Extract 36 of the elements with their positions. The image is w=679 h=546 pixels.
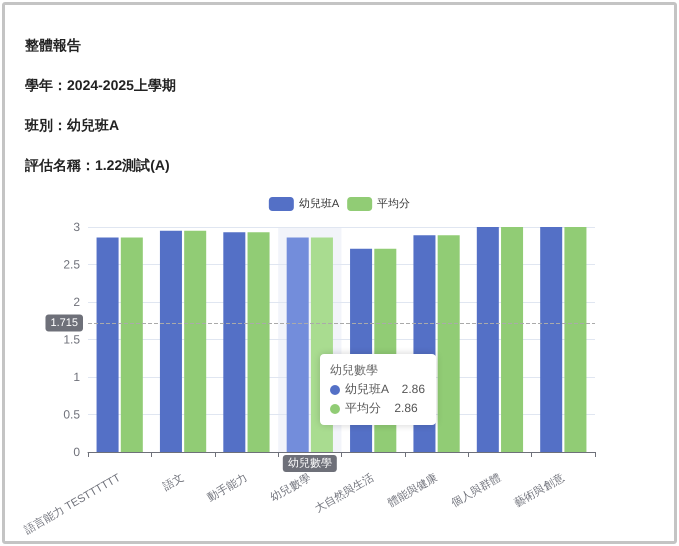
text: 班別：幼兒班A — [25, 116, 120, 135]
band-label: 幼兒數學 — [288, 456, 332, 470]
y-tick-label: 3 — [73, 220, 80, 234]
bar — [184, 230, 206, 452]
x-tick-label: 動手能力 — [204, 470, 250, 504]
bar — [248, 232, 270, 452]
bar — [120, 238, 143, 452]
x-tick-label: 個人與群體 — [448, 470, 503, 510]
annotation: 幼兒班A 2.86 — [345, 381, 426, 398]
x-tick-label: 大自然與生活 — [312, 470, 376, 516]
annotation: 平均分 2.86 — [345, 400, 418, 417]
bar — [564, 227, 586, 452]
ref-line-label: 1.715 — [50, 317, 78, 329]
y-tick-label: 1.5 — [63, 332, 80, 346]
bar — [476, 227, 499, 452]
x-tick-label: 幼兒數學 — [268, 470, 313, 504]
y-tick-label: 0.5 — [63, 408, 80, 422]
text: 評估名稱：1.22測試(A) — [25, 156, 170, 175]
legend-label: 幼兒班A — [298, 197, 340, 210]
tooltip-popup: 幼兒數學 幼兒班A 2.86 平均分 2.86 — [320, 354, 436, 425]
chart-title: 整體報告 — [25, 36, 81, 55]
bar — [501, 227, 524, 452]
chart-subtitle: 學年：2024-2025上學期 — [25, 76, 176, 95]
bar — [438, 235, 460, 452]
y-tick-label: 0 — [73, 445, 80, 459]
x-tick-label: 體能與健康 — [385, 470, 440, 510]
bar — [223, 232, 246, 452]
x-tick-label: 語文 — [160, 470, 186, 494]
bar — [160, 230, 182, 452]
bar — [96, 238, 119, 452]
legend-label: 平均分 — [377, 198, 410, 210]
y-tick-label: 2 — [73, 295, 80, 309]
y-tick-label: 2.5 — [63, 258, 80, 272]
x-tick-label: 藝術與創意 — [512, 470, 566, 510]
bar — [540, 227, 562, 452]
y-tick-label: 1 — [73, 370, 80, 384]
